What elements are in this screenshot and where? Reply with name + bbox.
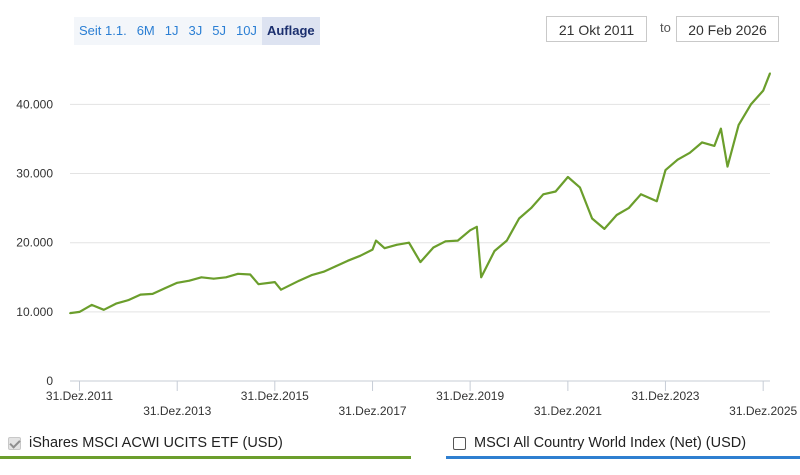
data-point-0-43 <box>567 176 569 178</box>
data-point-0-39 <box>518 217 520 220</box>
data-point-0-5 <box>127 299 130 301</box>
line-chart: 0 10.000 20.000 30.000 40.000 31.Dez.2011 31.D… <box>16 72 798 418</box>
data-point-0-10 <box>188 279 191 282</box>
data-point-0-13 <box>225 276 227 279</box>
range-button-10j[interactable]: 10J <box>235 23 257 38</box>
data-point-0-8 <box>164 287 166 290</box>
x-tick-label-0: 31.Dez.2011 <box>46 389 113 403</box>
x-tick-label-2: 31.Dez.2015 <box>241 389 309 403</box>
data-point-0-16 <box>257 283 260 286</box>
data-point-0-23 <box>347 259 349 262</box>
data-point-0-44 <box>579 186 581 189</box>
data-point-0-34 <box>469 229 471 232</box>
range-button-seit-1-1[interactable]: Seit 1.1. <box>79 23 127 38</box>
y-tick-label-1: 10.000 <box>16 305 53 319</box>
data-point-0-42 <box>554 190 557 193</box>
data-point-0-26 <box>375 239 377 242</box>
data-point-0-51 <box>664 169 667 172</box>
data-point-0-61 <box>769 72 771 75</box>
data-point-0-31 <box>432 246 435 249</box>
range-button-1j[interactable]: 1J <box>164 23 179 38</box>
data-point-0-9 <box>176 281 179 284</box>
data-point-0-32 <box>444 240 447 243</box>
data-point-0-50 <box>655 200 658 203</box>
data-point-0-27 <box>383 247 386 250</box>
legend-underline-etf <box>0 456 411 459</box>
data-point-0-6 <box>139 293 142 296</box>
range-button-3j[interactable]: 3J <box>188 23 203 38</box>
data-point-0-33 <box>456 239 459 242</box>
data-point-0-35 <box>475 225 478 228</box>
legend-checkbox-index[interactable] <box>453 436 466 450</box>
data-point-0-14 <box>237 272 239 275</box>
data-point-0-30 <box>419 261 422 263</box>
data-point-0-52 <box>676 158 679 161</box>
data-point-0-29 <box>408 241 410 244</box>
x-tick-label-6: 31.Dez.2023 <box>631 389 699 403</box>
data-point-0-12 <box>212 277 215 280</box>
legend-underline-index <box>446 456 800 459</box>
y-tick-label-2: 20.000 <box>16 236 53 250</box>
data-point-0-4 <box>115 302 117 305</box>
data-point-0-40 <box>530 207 532 210</box>
legend-checkbox-etf[interactable] <box>8 436 21 450</box>
data-point-0-11 <box>200 276 203 279</box>
data-point-0-37 <box>493 250 496 252</box>
x-tick-label-4: 31.Dez.2019 <box>436 389 504 403</box>
data-point-0-46 <box>603 228 606 230</box>
x-tick-label-7: 31.Dez.2025 <box>729 404 797 418</box>
data-point-0-25 <box>371 248 374 251</box>
data-point-0-17 <box>273 281 276 283</box>
data-point-0-57 <box>726 165 729 168</box>
data-point-0-19 <box>298 279 300 282</box>
data-point-0-55 <box>713 145 716 147</box>
data-point-0-1 <box>78 311 81 313</box>
range-button-auflage[interactable]: Auflage <box>261 17 320 45</box>
x-tick-label-3: 31.Dez.2017 <box>339 404 407 418</box>
legend-item-etf[interactable]: iShares MSCI ACWI UCITS ETF (USD) <box>8 430 283 456</box>
data-point-0-56 <box>720 127 722 130</box>
data-point-0-60 <box>762 89 765 92</box>
data-point-0-38 <box>505 239 508 242</box>
y-tick-label-0: 0 <box>46 374 53 388</box>
data-point-0-18 <box>280 288 282 291</box>
data-point-0-48 <box>627 207 630 210</box>
y-tick-label-4: 40.000 <box>16 97 53 111</box>
data-point-0-54 <box>701 141 703 144</box>
y-tick-label-3: 30.000 <box>16 167 53 181</box>
data-point-0-22 <box>334 265 337 268</box>
data-point-0-24 <box>359 254 362 257</box>
legend-label-index: MSCI All Country World Index (Net) (USD) <box>474 435 747 451</box>
date-range-to-label: to <box>660 20 671 35</box>
x-tick-label-1: 31.Dez.2013 <box>143 404 211 418</box>
data-point-0-58 <box>737 124 740 126</box>
range-selector: Seit 1.1. 6M 1J 3J 5J 10J Auflage <box>74 17 320 45</box>
data-point-0-45 <box>591 217 593 220</box>
date-from-field[interactable]: 21 Okt 2011 <box>546 16 647 42</box>
data-point-0-49 <box>640 193 642 196</box>
legend-item-index[interactable]: MSCI All Country World Index (Net) (USD) <box>453 430 746 456</box>
data-point-0-59 <box>750 103 752 106</box>
date-to-field[interactable]: 20 Feb 2026 <box>676 16 779 42</box>
data-point-0-47 <box>615 214 618 216</box>
data-point-0-28 <box>395 243 398 246</box>
data-point-0-15 <box>249 273 252 276</box>
range-button-6m[interactable]: 6M <box>136 23 155 38</box>
data-point-0-53 <box>688 151 691 154</box>
x-tick-label-5: 31.Dez.2021 <box>534 404 602 418</box>
data-point-0-20 <box>310 274 313 277</box>
data-point-0-7 <box>151 293 154 295</box>
legend-label-etf: iShares MSCI ACWI UCITS ETF (USD) <box>29 435 283 451</box>
range-button-5j[interactable]: 5J <box>212 23 226 38</box>
data-point-0-2 <box>90 304 93 306</box>
data-point-0-3 <box>102 308 105 311</box>
series-line-0 <box>69 72 772 315</box>
data-point-0-36 <box>480 276 483 279</box>
data-point-0-21 <box>322 270 325 273</box>
data-point-0-0 <box>69 312 71 315</box>
data-point-0-41 <box>542 193 545 196</box>
